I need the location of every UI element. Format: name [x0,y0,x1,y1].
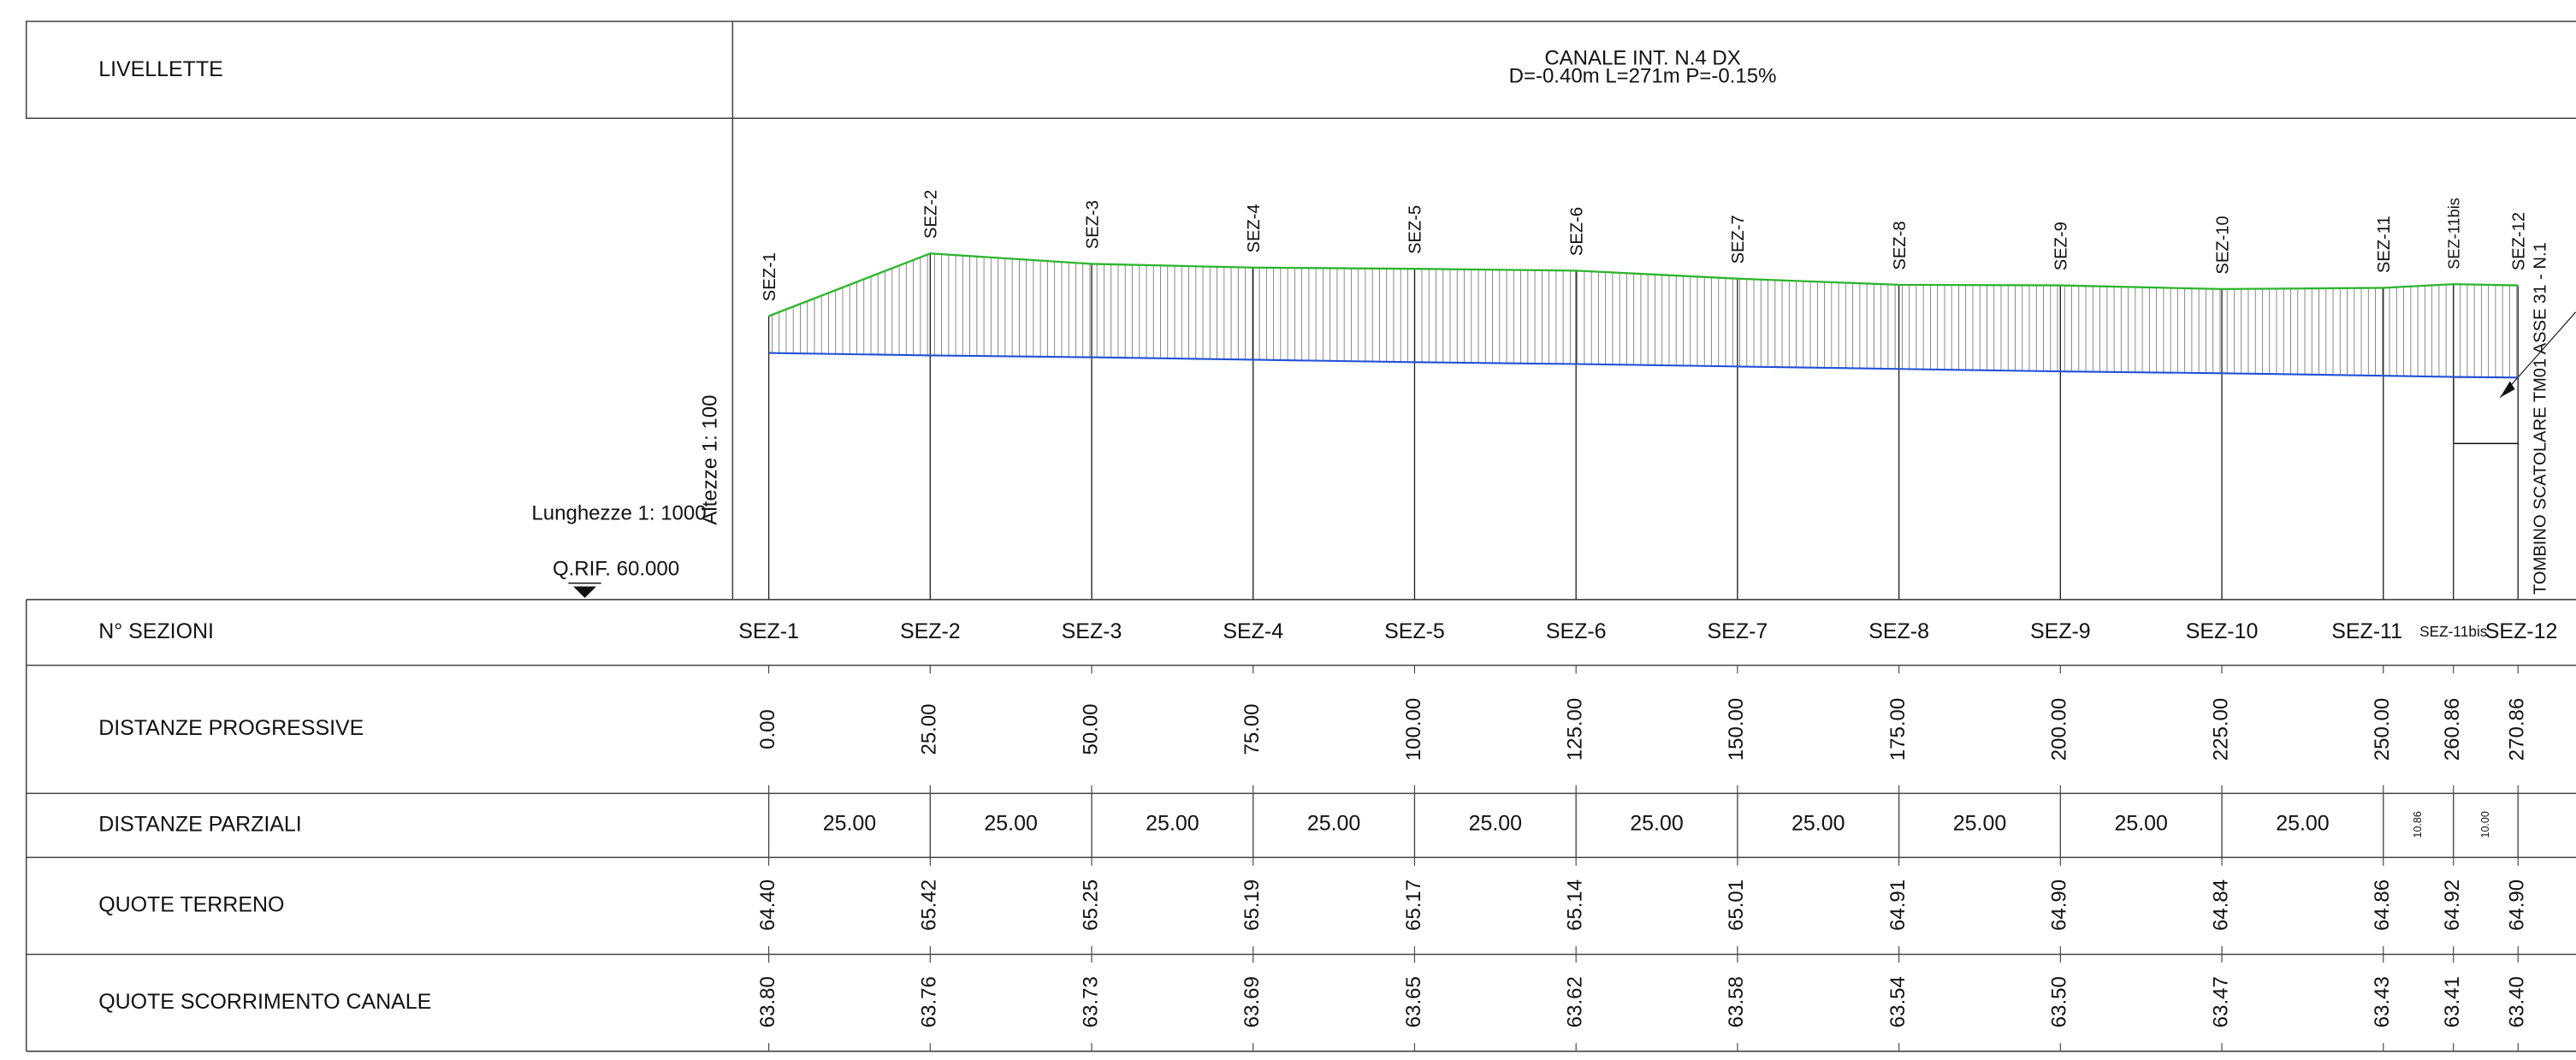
cell-terrain: 64.84 [2209,879,2232,931]
cell-progressive: 25.00 [918,703,941,755]
cell-progressive: 100.00 [1402,698,1425,761]
cell-terrain: 65.25 [1079,879,1102,931]
cell-terrain: 65.42 [918,879,941,931]
cell-partial: 25.00 [2276,811,2329,835]
section-label: SEZ-10 [2213,216,2232,274]
cell-terrain: 65.19 [1241,879,1264,931]
cell-partial: 10.86 [2412,811,2424,838]
reference-triangle [573,586,596,598]
header-box [25,21,2576,120]
cell-channel: 63.58 [1725,976,1748,1027]
cell-progressive: 175.00 [1886,698,1910,761]
cell-progressive: 0.00 [756,709,779,749]
cell-partial: 25.00 [1630,811,1683,835]
culvert-leader [2499,311,2576,399]
row-label: N° SEZIONI [98,619,214,643]
cell-channel: 63.62 [1564,976,1587,1027]
culvert-arrow [2500,381,2515,398]
header-subtitle: D=-0.40m L=271m P=-0.15% [1509,65,1777,88]
cell-terrain: 64.86 [2371,879,2394,931]
cell-partial: 25.00 [1953,811,2006,835]
section-name: SEZ-7 [1708,619,1768,643]
cell-progressive: 150.00 [1725,698,1748,761]
cell-terrain: 65.17 [1402,879,1425,931]
cell-terrain: 64.40 [756,879,779,931]
cell-terrain: 64.91 [1886,879,1910,931]
section-name: SEZ-12 [2485,619,2558,643]
section-label: SEZ-4 [1245,204,1264,252]
section-name: SEZ-6 [1546,619,1607,643]
header-label: LIVELLETTE [98,57,223,81]
cell-partial: 25.00 [2114,811,2167,835]
cell-channel: 63.73 [1079,976,1102,1027]
cell-progressive: 200.00 [2048,698,2071,761]
cell-partial: 25.00 [1146,811,1199,835]
terrain-line [768,252,2519,317]
header-title: CANALE INT. N.4 DX [1544,46,1740,69]
cell-channel: 63.54 [1886,976,1910,1027]
cell-terrain: 64.90 [2048,879,2071,931]
cell-terrain: 64.92 [2441,879,2464,931]
cell-channel: 63.80 [756,976,779,1027]
cell-channel: 63.50 [2048,976,2071,1027]
section-name: SEZ-9 [2030,619,2091,643]
section-label: SEZ-7 [1729,215,1748,264]
section-label: SEZ-5 [1406,205,1425,254]
section-name: SEZ-10 [2186,619,2259,643]
section-name: SEZ-11 [2331,619,2402,643]
row-label: DISTANZE PROGRESSIVE [98,716,364,740]
cell-channel: 63.41 [2441,976,2464,1027]
section-name: SEZ-1 [738,619,799,643]
cell-partial: 10.00 [2479,811,2491,838]
cell-progressive: 250.00 [2371,698,2394,761]
section-label: SEZ-6 [1567,207,1586,256]
section-label: SEZ-3 [1083,200,1102,249]
cell-terrain: 64.90 [2506,879,2529,931]
section-name: SEZ-11bis [2419,623,2488,640]
section-name: SEZ-8 [1868,619,1929,643]
data-table: N° SEZIONI DISTANZE PROGRESSIVE DISTANZE P… [25,599,2576,1052]
height-scale: Altezze 1: 100 [699,395,722,525]
cell-progressive: 260.86 [2441,698,2464,761]
section-name: SEZ-5 [1384,619,1445,643]
length-scale: Lunghezze 1: 1000 [531,501,706,524]
row-label: QUOTE SCORRIMENTO CANALE [98,990,431,1014]
channel-line [768,352,2519,379]
section-label: SEZ-11 [2375,216,2394,273]
cell-partial: 25.00 [823,811,876,835]
cell-partial: 25.00 [1791,811,1845,835]
section-name: SEZ-3 [1062,619,1122,643]
cell-partial: 25.00 [984,811,1037,835]
cell-terrain: 65.01 [1725,879,1748,931]
section-label: SEZ-9 [2052,222,2071,270]
section-label: SEZ-8 [1891,221,1910,269]
section-label: SEZ-12 [2509,212,2528,270]
cell-channel: 63.65 [1402,976,1425,1027]
section-label: SEZ-1 [761,252,779,301]
cell-channel: 63.69 [1241,976,1264,1027]
cell-progressive: 50.00 [1079,703,1102,755]
cell-channel: 63.40 [2506,976,2529,1027]
reference-level: Q.RIF. 60.000 [553,558,679,581]
cell-channel: 63.47 [2209,976,2232,1027]
cell-partial: 25.00 [1469,811,1522,835]
culvert-annotation: TOMBINO SCATOLARE TM01 ASSE 31 - N.1 [2532,242,2550,595]
row-label: QUOTE TERRENO [98,892,284,916]
cell-terrain: 65.14 [1564,879,1587,931]
cell-channel: 63.76 [918,976,941,1027]
row-label: DISTANZE PARZIALI [98,812,302,836]
section-name: SEZ-4 [1223,619,1283,643]
cell-partial: 25.00 [1307,811,1360,835]
cell-progressive: 225.00 [2209,698,2232,761]
cell-progressive: 270.86 [2506,698,2529,761]
cell-channel: 63.43 [2371,976,2394,1027]
cell-progressive: 75.00 [1241,703,1264,755]
section-label: SEZ-11bis [2444,198,2462,269]
section-label: SEZ-2 [922,190,941,239]
section-name: SEZ-2 [900,619,961,643]
cell-progressive: 125.00 [1564,698,1587,761]
